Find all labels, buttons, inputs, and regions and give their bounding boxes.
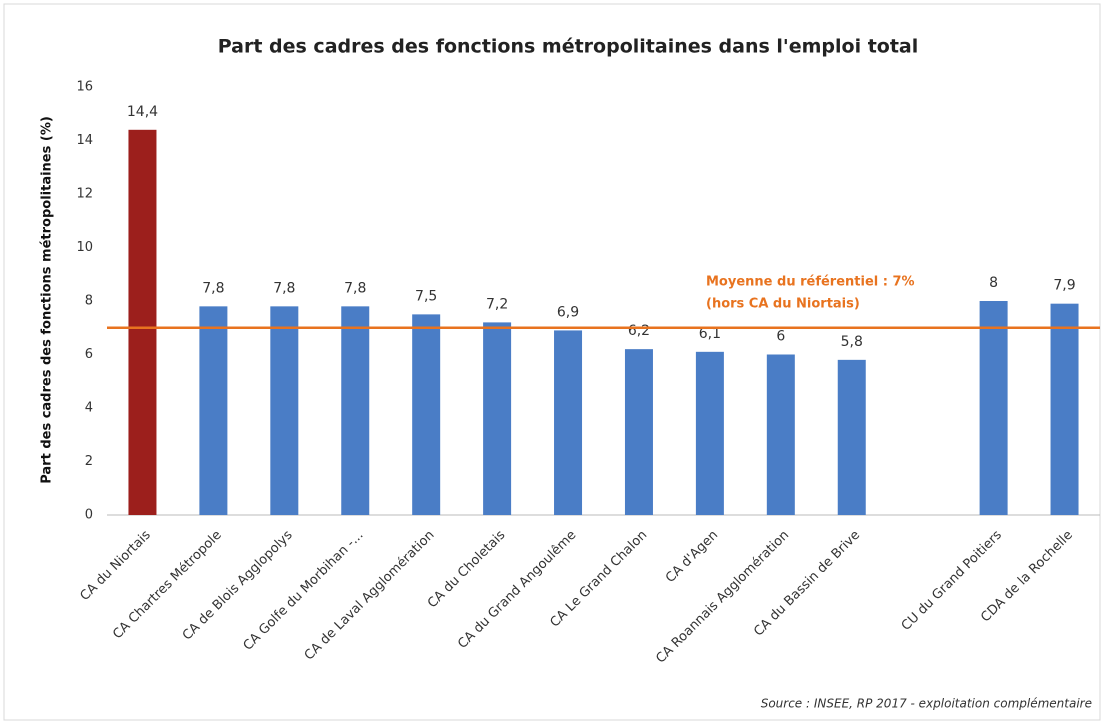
bar <box>1050 303 1079 515</box>
source: Source : INSEE, RP 2017 - exploitation c… <box>761 697 1092 711</box>
data-label: 7,8 <box>202 280 224 296</box>
bar <box>270 306 299 515</box>
bar <box>412 314 441 515</box>
bar <box>837 359 866 515</box>
reference-label: Moyenne du référentiel : 7% <box>706 275 915 290</box>
reference-label: (hors CA du Niortais) <box>706 297 860 312</box>
data-label: 6,2 <box>628 323 650 339</box>
data-label: 7,9 <box>1053 278 1075 294</box>
data-label: 7,8 <box>273 280 295 296</box>
bar <box>128 129 157 516</box>
data-label: 14,4 <box>127 104 158 120</box>
data-label: 5,8 <box>841 334 863 350</box>
y-tick-label: 0 <box>85 508 93 523</box>
y-tick-label: 4 <box>85 401 93 416</box>
data-label: 7,2 <box>486 296 508 312</box>
y-tick-label: 8 <box>85 294 93 309</box>
y-tick-label: 6 <box>85 347 93 362</box>
bar <box>624 349 653 515</box>
bar <box>199 306 228 515</box>
data-label: 6 <box>776 329 785 345</box>
data-label: 6,1 <box>699 326 721 342</box>
data-label: 8 <box>989 275 998 291</box>
bar <box>979 301 1008 515</box>
y-tick-label: 2 <box>85 454 93 469</box>
bar <box>695 351 724 515</box>
y-tick-label: 14 <box>76 133 93 148</box>
data-label: 6,9 <box>557 304 579 320</box>
bar <box>766 354 795 515</box>
y-tick-label: 10 <box>76 240 93 255</box>
y-tick-label: 16 <box>76 80 93 95</box>
bar <box>483 322 512 515</box>
y-axis-label: Part des cadres des fonctions métropolit… <box>40 116 55 484</box>
data-label: 7,5 <box>415 288 437 304</box>
chart-frame <box>3 3 1101 721</box>
data-label: 7,8 <box>344 280 366 296</box>
chart-title: Part des cadres des fonctions métropolit… <box>218 36 919 58</box>
bar <box>554 330 583 515</box>
bar <box>341 306 370 515</box>
y-tick-label: 12 <box>76 187 93 202</box>
